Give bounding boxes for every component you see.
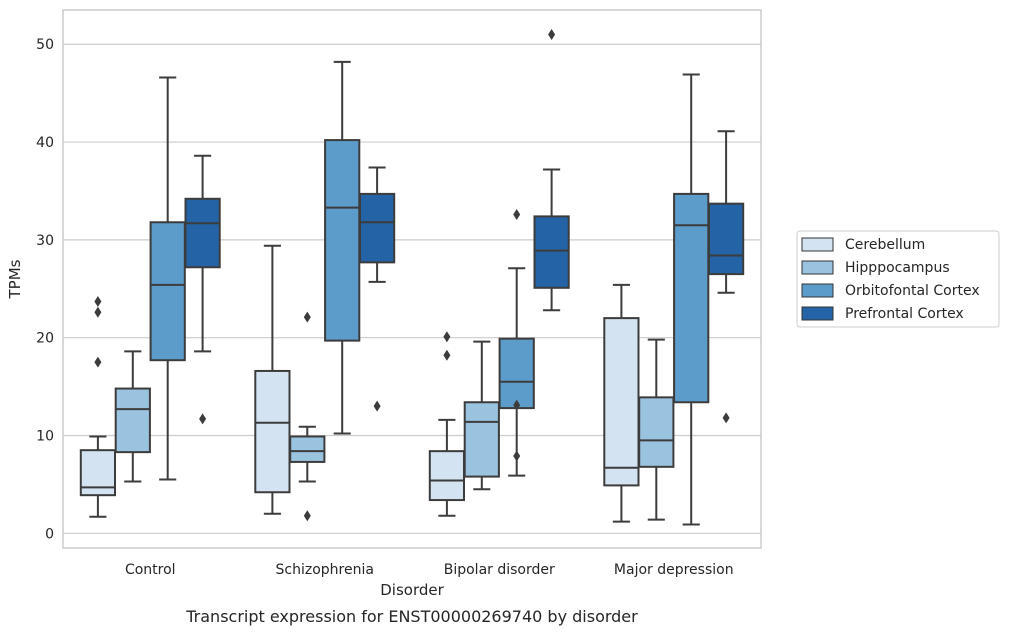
box-iqr [324,139,361,342]
legend-swatch [801,283,834,298]
y-tick-label: 20 [36,331,54,347]
box-iqr [603,317,640,487]
box-cerebellum [254,244,291,515]
y-tick-labels: 0 10 20 30 40 50 [36,37,54,542]
plot-frame [62,9,762,549]
legend-swatch [801,306,834,321]
box-iqr [673,192,710,404]
box-iqr [533,215,570,289]
outlier-point [548,28,556,40]
box-iqr [114,387,151,454]
outlier-point [94,356,102,368]
y-axis-label: TPMs [6,259,24,299]
box-iqr [79,449,117,497]
x-tick-label: Major depression [614,562,734,578]
outlier-point [303,510,311,522]
outlier-point [443,331,451,343]
box-iqr [638,396,675,468]
box-orbitofontal-cortex [498,208,535,477]
legend-label: Cerebellum [845,237,925,253]
legend-frame [796,230,1000,328]
legend-label: Hipppocampus [845,260,950,276]
outlier-point [513,399,521,411]
legend-swatch [801,260,834,275]
box-iqr [463,401,500,478]
y-tick-label: 50 [36,37,54,53]
box-prefrontal-cortex [707,130,745,424]
box-iqr [289,435,326,463]
legend-entry: Hipppocampus [801,260,950,276]
box-orbitofontal-cortex [149,76,186,481]
box-iqr [184,197,221,269]
x-tick-label: Control [125,562,176,578]
y-tick-label: 40 [36,135,54,151]
box-cerebellum [603,283,640,523]
legend-entry: Orbitofontal Cortex [801,283,980,299]
x-tick-labels: Control Schizophrenia Bipolar disorder Majo… [125,562,734,578]
box-cerebellum [79,295,117,518]
legend-label: Orbitofontal Cortex [845,283,980,299]
y-tick-label: 30 [36,233,54,249]
box-prefrontal-cortex [533,28,570,312]
box-prefrontal-cortex [184,154,221,425]
outlier-point [513,450,521,462]
outlier-point [373,400,381,412]
box-hipppocampus [463,340,500,491]
legend-swatch [801,237,834,252]
legend-entry: Cerebellum [801,237,925,253]
box-iqr [428,450,466,502]
outlier-point [94,295,102,307]
box-hipppocampus [289,311,326,522]
box-orbitofontal-cortex [673,73,710,526]
legend: Cerebellum Hipppocampus Orbitofontal Cor… [796,230,1000,328]
outlier-point [513,208,521,220]
outlier-point [722,412,730,424]
box-iqr [149,221,186,362]
legend-label: Prefrontal Cortex [845,306,964,322]
box-orbitofontal-cortex [324,60,361,435]
y-tick-label: 10 [36,429,54,445]
box-cerebellum [428,331,466,517]
y-tick-label: 0 [45,526,54,542]
box-hipppocampus [114,350,151,483]
chart-caption: Transcript expression for ENST0000026974… [185,607,638,626]
legend-entry: Prefrontal Cortex [801,306,964,322]
box-prefrontal-cortex [358,166,396,412]
box-iqr [254,369,291,494]
box-iqr [498,337,535,410]
box-series-layer [79,28,745,526]
outlier-point [443,349,451,361]
x-axis-label: Disorder [380,581,444,599]
outlier-point [303,311,311,323]
x-tick-label: Bipolar disorder [444,562,555,578]
x-tick-label: Schizophrenia [276,562,374,578]
box-iqr [358,192,396,264]
outlier-point [199,413,207,425]
box-hipppocampus [638,338,675,521]
box-iqr [707,202,745,276]
outlier-point [94,306,102,318]
